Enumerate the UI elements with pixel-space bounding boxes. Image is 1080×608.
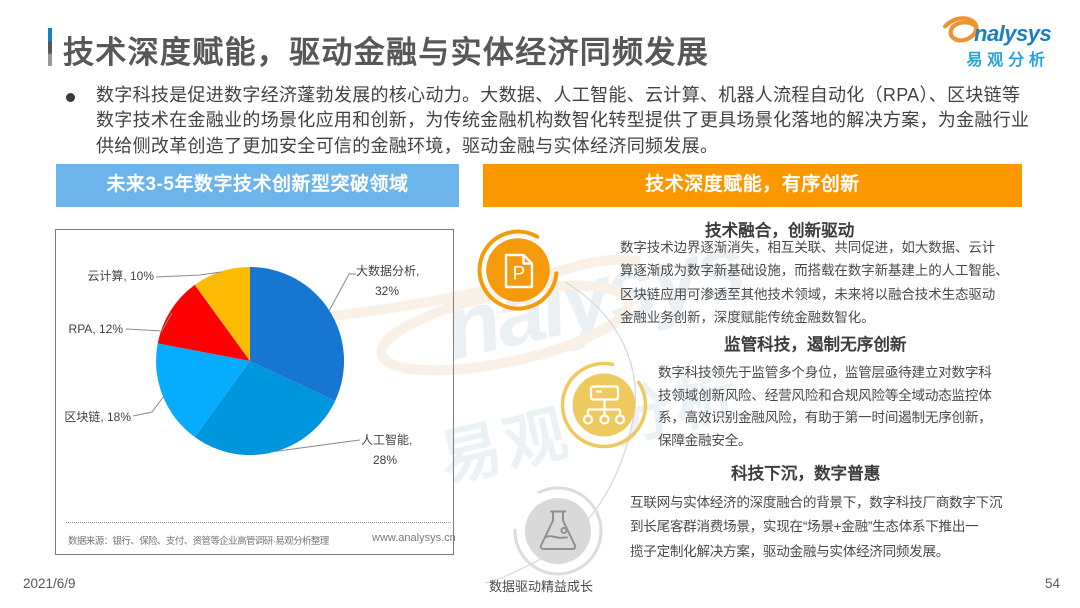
svg-text:nalysys: nalysys <box>974 21 1051 46</box>
svg-text:易观分析: 易观分析 <box>967 50 1050 69</box>
svg-text:P: P <box>513 264 526 285</box>
